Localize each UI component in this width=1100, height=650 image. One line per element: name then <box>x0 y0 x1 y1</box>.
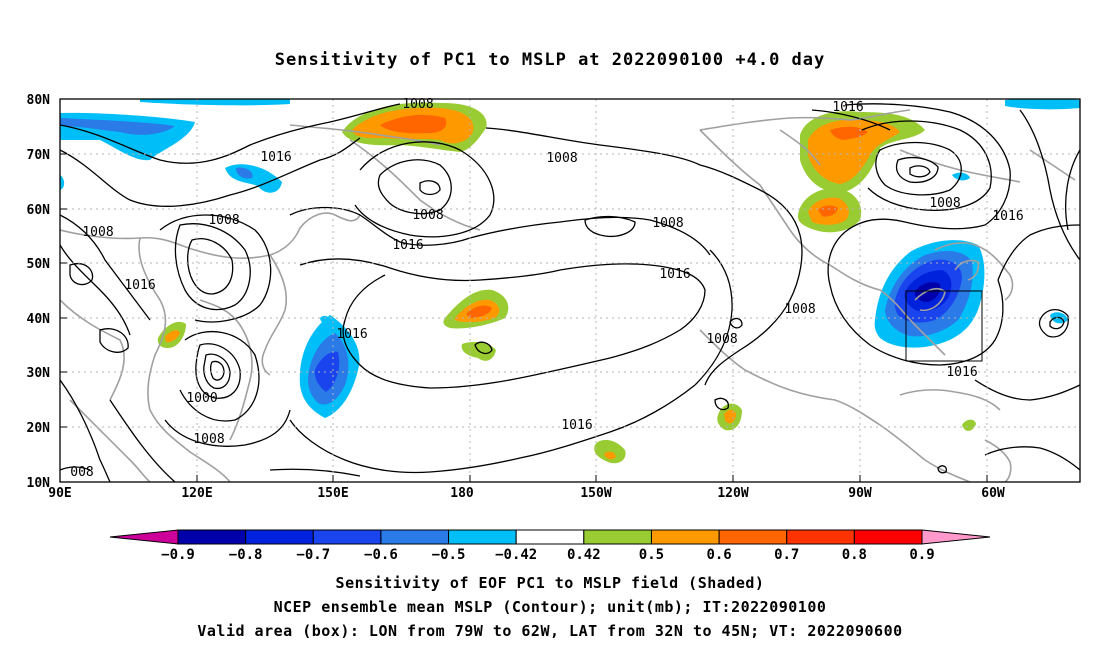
colorbar-cell <box>786 529 855 545</box>
contour-label: 1016 <box>946 365 977 380</box>
contour-label: 1008 <box>208 213 239 228</box>
lat-label-30n: 30N <box>27 366 51 381</box>
latitude-labels: 80N 70N 60N 50N 40N 30N 20N 10N <box>27 93 51 491</box>
mslp-contours <box>60 103 1080 482</box>
coastlines <box>60 109 1076 482</box>
contour-label: 1016 <box>992 209 1023 224</box>
lat-label-60n: 60N <box>27 203 51 218</box>
colorbar-cell <box>245 529 314 545</box>
contour-label: 1008 <box>929 196 960 211</box>
lon-label-120w: 120W <box>717 486 748 501</box>
colorbar-tick-label: 0.6 <box>706 547 731 563</box>
colorbar-right-triangle <box>921 529 991 545</box>
colorbar-left-triangle <box>109 529 179 545</box>
lat-label-20n: 20N <box>27 421 51 436</box>
lon-label-60w: 60W <box>981 486 1005 501</box>
lon-label-150w: 150W <box>580 486 611 501</box>
caption-line-3: Valid area (box): LON from 79W to 62W, L… <box>197 622 903 640</box>
colorbar-cell <box>853 529 923 545</box>
lat-label-10n: 10N <box>27 476 51 491</box>
contour-label: 1008 <box>706 332 737 347</box>
contour-label: 1016 <box>561 418 592 433</box>
contour-label: 1008 <box>412 208 443 223</box>
lon-label-90e: 90E <box>48 486 71 501</box>
valid-area-box <box>905 290 983 362</box>
colorbar-cell <box>583 529 652 545</box>
lon-label-180: 180 <box>450 486 474 501</box>
colorbar-tick-label: −0.42 <box>495 547 537 563</box>
contour-label: 1016 <box>124 278 155 293</box>
contour-label: 1008 <box>784 302 815 317</box>
contour-label: 1016 <box>392 238 423 253</box>
lat-label-80n: 80N <box>27 93 51 108</box>
contour-label: 008 <box>70 465 93 480</box>
colorbar-tick-label: 0.7 <box>774 547 799 563</box>
lon-label-120e: 120E <box>181 486 212 501</box>
colorbar-cell <box>312 529 382 545</box>
contour-label: 1008 <box>193 432 224 447</box>
colorbar-tick-label: −0.8 <box>229 547 263 563</box>
contour-label: 1008 <box>652 216 683 231</box>
colorbar-tick-label: −0.9 <box>161 547 195 563</box>
colorbar-tick-label: 0.9 <box>909 547 934 563</box>
colorbar-tick-label: 0.8 <box>842 547 867 563</box>
axis-ticks <box>60 98 988 483</box>
contour-label: 1000 <box>186 391 217 406</box>
map-frame <box>59 98 1081 483</box>
colorbar-cell <box>177 529 247 545</box>
caption-line-2: NCEP ensemble mean MSLP (Contour); unit(… <box>273 598 827 616</box>
colorbar-tick-label: 0.5 <box>639 547 664 563</box>
caption-line-1: Sensitivity of EOF PC1 to MSLP field (Sh… <box>335 574 765 592</box>
lat-label-40n: 40N <box>27 312 51 327</box>
colorbar-cell <box>650 529 720 545</box>
contour-label: 1008 <box>546 151 577 166</box>
colorbar-tick-label: −0.6 <box>364 547 398 563</box>
colorbar-tick-label: 0.42 <box>567 547 601 563</box>
lat-label-50n: 50N <box>27 257 51 272</box>
colorbar-cell <box>718 529 788 545</box>
colorbar-cells <box>177 529 923 545</box>
contour-label: 1016 <box>659 267 690 282</box>
contour-label: 1016 <box>260 150 291 165</box>
graticule <box>60 99 1080 482</box>
plot-title: Sensitivity of PC1 to MSLP at 2022090100… <box>274 50 826 70</box>
contour-label: 1008 <box>82 225 113 240</box>
lon-label-90w: 90W <box>848 486 872 501</box>
contour-label: 1016 <box>832 100 863 115</box>
contour-label: 1016 <box>336 327 367 342</box>
colorbar-labels: −0.9 −0.8 −0.7 −0.6 −0.5 −0.42 0.42 0.5 0.6 0.7 0.… <box>161 547 935 563</box>
colorbar-cell <box>380 529 450 545</box>
longitude-labels: 90E 120E 150E 180 150W 120W 90W 60W <box>48 486 1005 501</box>
lon-label-150e: 150E <box>317 486 348 501</box>
colorbar-tick-label: −0.5 <box>432 547 466 563</box>
colorbar: −0.9 −0.8 −0.7 −0.6 −0.5 −0.42 0.42 0.5 0.6 0.7 0.… <box>109 529 991 563</box>
colorbar-cell <box>515 529 585 545</box>
colorbar-cell <box>448 529 517 545</box>
contour-label: 1008 <box>402 97 433 112</box>
colorbar-tick-label: −0.7 <box>296 547 330 563</box>
contour-labels: 1008 1016 1008 1008 1016 1008 1016 1008 … <box>70 97 1023 480</box>
lat-label-70n: 70N <box>27 148 51 163</box>
